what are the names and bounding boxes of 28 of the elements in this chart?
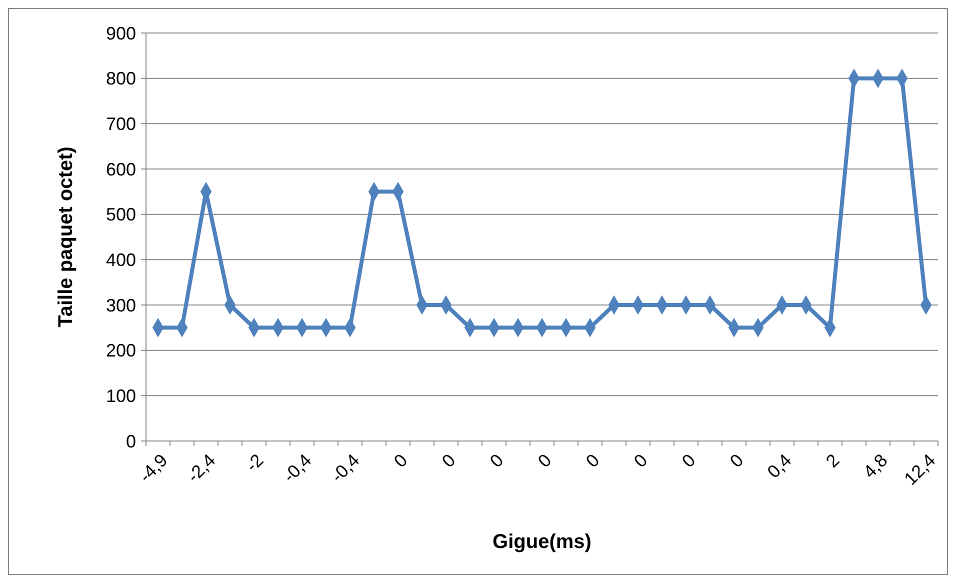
- x-tick-label: 2: [822, 450, 844, 472]
- x-tick-label: 0: [582, 450, 604, 472]
- y-tick-label: 300: [106, 295, 136, 316]
- x-axis-title: Gigue(ms): [492, 531, 592, 553]
- y-tick-label: 900: [106, 23, 136, 44]
- y-tick-label: 400: [106, 250, 136, 270]
- x-tick-label: 0: [438, 450, 460, 472]
- x-tick-label: 0: [534, 450, 556, 472]
- x-tick-label: -2,4: [183, 450, 220, 486]
- x-tick-label: 4,8: [859, 450, 892, 482]
- y-tick-label: 500: [106, 204, 136, 225]
- x-tick-label: 0,4: [763, 450, 796, 482]
- y-tick-label: 600: [106, 159, 136, 180]
- x-tick-label: 0: [630, 450, 652, 472]
- x-tick-label: -4,9: [135, 450, 172, 486]
- x-tick-label: 0: [390, 450, 412, 472]
- x-tick-label: -2: [242, 450, 268, 476]
- x-tick-label: 0: [726, 450, 748, 472]
- x-tick-label: 0: [486, 450, 508, 472]
- y-tick-label: 700: [106, 114, 136, 134]
- y-axis-title: Taille paquet octet): [55, 146, 77, 328]
- x-tick-label: -0,4: [327, 450, 364, 486]
- y-tick-label: 800: [106, 68, 136, 89]
- x-tick-label: -0,4: [279, 450, 316, 486]
- y-tick-label: 0: [126, 431, 136, 452]
- y-tick-label: 100: [106, 386, 136, 406]
- y-tick-label: 200: [106, 340, 136, 361]
- x-tick-label: 0: [678, 450, 700, 472]
